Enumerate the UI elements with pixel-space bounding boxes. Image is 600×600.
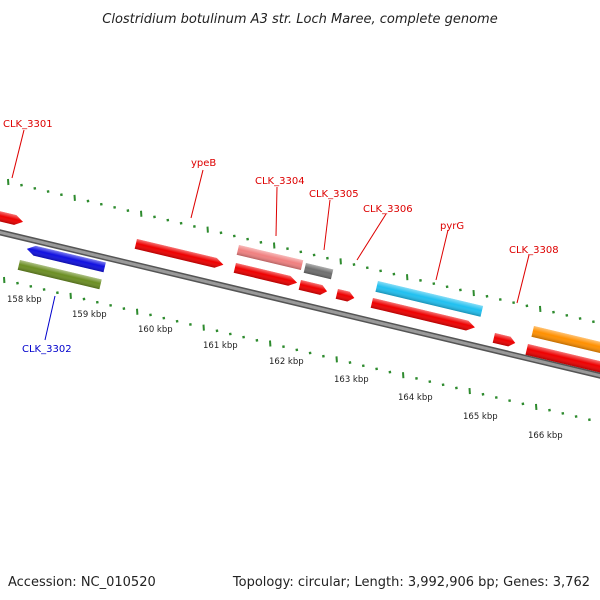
map-title: Clostridium botulinum A3 str. Loch Maree… [102, 12, 497, 27]
gene-red-arrow-d[interactable] [370, 298, 476, 332]
gene-labels: CLK_3301 CLK_3302 ypeB CLK_3304 CLK_3305… [3, 119, 559, 355]
leader-clk3302 [44, 295, 56, 341]
gene-red-bar-right[interactable] [525, 344, 600, 374]
gene-red-arrow-b[interactable] [298, 280, 329, 296]
gene-red-arrow-e[interactable] [492, 333, 517, 348]
scale-tick-labels: 158 kbp 159 kbp 160 kbp 161 kbp 162 kbp … [7, 295, 563, 441]
tick-label-163: 163 kbp [334, 375, 369, 385]
gene-label-clk3302[interactable]: CLK_3302 [22, 344, 72, 355]
tick-label-162: 162 kbp [269, 357, 304, 367]
tick-label-166: 166 kbp [528, 431, 563, 441]
gene-clk3305-bar[interactable] [303, 263, 334, 280]
tick-label-164: 164 kbp [398, 393, 433, 403]
gene-red-arrow-c[interactable] [335, 289, 356, 303]
label-leaders [11, 129, 530, 341]
gene-clk3304-bar[interactable] [236, 245, 304, 271]
leader-pyrg [435, 229, 449, 281]
tick-label-160: 160 kbp [138, 325, 173, 335]
gene-label-clk3305[interactable]: CLK_3305 [309, 189, 359, 200]
tick-label-158: 158 kbp [7, 295, 42, 305]
dotted-ruler-upper [7, 178, 595, 324]
leader-ypeb [190, 169, 204, 219]
gene-label-clk3308[interactable]: CLK_3308 [509, 245, 559, 256]
leader-clk3304 [275, 186, 278, 237]
tick-label-165: 165 kbp [463, 412, 498, 422]
leader-clk3305 [323, 199, 331, 251]
gene-orange-bar[interactable] [531, 326, 600, 356]
genome-backbone [0, 229, 600, 379]
gene-label-clk3301[interactable]: CLK_3301 [3, 119, 53, 130]
gene-clk3302-arrow[interactable] [26, 244, 106, 273]
tick-label-159: 159 kbp [72, 310, 107, 320]
leader-clk3306 [356, 213, 387, 261]
gene-ypeb-arrow[interactable] [134, 239, 225, 270]
gene-label-ypeb[interactable]: ypeB [191, 158, 216, 169]
gene-label-pyrg[interactable]: pyrG [440, 221, 464, 232]
tick-label-161: 161 kbp [203, 341, 238, 351]
leader-clk3308 [516, 254, 530, 304]
gene-clk3301-arrow[interactable] [0, 210, 24, 227]
gene-label-clk3306[interactable]: CLK_3306 [363, 204, 413, 215]
gene-red-arrow-a[interactable] [233, 263, 299, 288]
gene-pyrg-bar[interactable] [375, 281, 484, 317]
dotted-ruler-lower [3, 276, 591, 422]
gene-label-clk3304[interactable]: CLK_3304 [255, 176, 305, 187]
gene-features [0, 210, 600, 374]
accession-text: Accession: NC_010520 [8, 575, 156, 590]
leader-clk3301 [11, 129, 25, 179]
genome-summary-text: Topology: circular; Length: 3,992,906 bp… [232, 575, 590, 590]
gene-olive-bar[interactable] [17, 260, 102, 290]
